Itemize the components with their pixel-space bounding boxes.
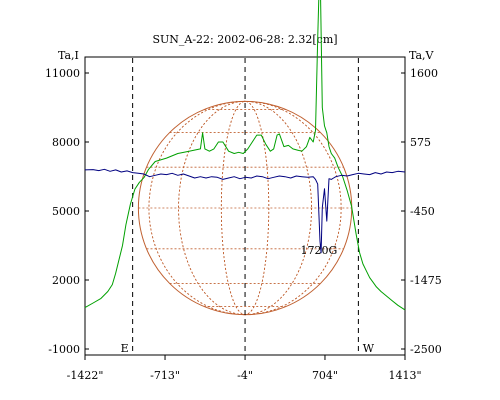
left-tick-label: -1000	[48, 343, 80, 356]
right-tick-label: -450	[410, 205, 435, 218]
right-tick-label: -2500	[410, 343, 442, 356]
x-tick-label: 704"	[312, 369, 338, 382]
x-tick-label: -1422"	[67, 369, 104, 382]
limb-marker-label: E	[121, 342, 129, 355]
x-tick-label: -713"	[150, 369, 180, 382]
series-line-intensity	[84, 0, 406, 311]
limb-marker-label: W	[363, 342, 375, 355]
left-axis: 11000 8000 5000 2000 -1000	[45, 67, 89, 356]
left-tick-label: 11000	[45, 67, 80, 80]
right-tick-label: 575	[410, 136, 431, 149]
x-axis: -1422" -713" -4" 704" 1413"	[67, 355, 422, 382]
x-tick-label: -4"	[237, 369, 253, 382]
meridian-line	[148, 100, 342, 316]
right-tick-label: -1475	[410, 274, 442, 287]
left-tick-label: 2000	[52, 274, 80, 287]
series-layer	[84, 0, 406, 311]
left-axis-label: Ta,I	[58, 49, 79, 62]
chart-title: SUN_A-22: 2002-06-28: 2.32[cm]	[152, 33, 337, 46]
right-axis: 1600 575 -450 -1475 -2500	[401, 67, 442, 356]
left-tick-label: 8000	[52, 136, 80, 149]
series-line-polarization	[84, 168, 406, 254]
right-axis-label: Ta,V	[409, 49, 435, 62]
left-tick-label: 5000	[52, 205, 80, 218]
annotations: 1720G	[300, 244, 337, 257]
right-tick-label: 1600	[410, 67, 438, 80]
annotation-label: 1720G	[300, 244, 337, 257]
x-tick-label: 1413"	[388, 369, 421, 382]
